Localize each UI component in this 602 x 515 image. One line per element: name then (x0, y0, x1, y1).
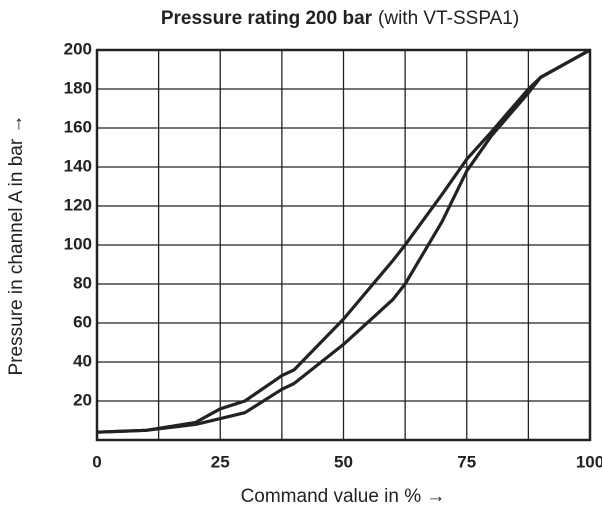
x-tick-label: 25 (211, 452, 230, 471)
y-tick-label: 80 (73, 273, 92, 292)
line (96, 48, 591, 434)
plot-frame (95, 48, 592, 442)
y-tick-label: 200 (64, 39, 92, 58)
y-tick-label: 140 (64, 156, 92, 175)
x-tick-label: 75 (457, 452, 476, 471)
y-tick-label: 20 (73, 390, 92, 409)
x-tick-label: 0 (92, 452, 101, 471)
y-tick-label: 40 (73, 351, 92, 370)
title: Pressure rating 200 bar (161, 8, 373, 29)
y-tick-label: 100 (64, 234, 92, 253)
x-tick-label: 50 (334, 452, 353, 471)
x-axis-label: Command value in % → (241, 486, 446, 507)
chart-title: Pressure rating 200 bar (with VT-SSPA1) (161, 8, 519, 29)
line (96, 48, 591, 434)
subtitle: (with VT-SSPA1) (378, 8, 519, 29)
y-tick-label: 120 (64, 195, 92, 214)
y-tick-label: 160 (64, 117, 92, 136)
y-axis-label: Pressure in channel A in bar → (6, 115, 27, 376)
y-tick-label: 180 (64, 78, 92, 97)
x-tick-label: 100 (576, 452, 602, 471)
y-tick-label: 60 (73, 312, 92, 331)
